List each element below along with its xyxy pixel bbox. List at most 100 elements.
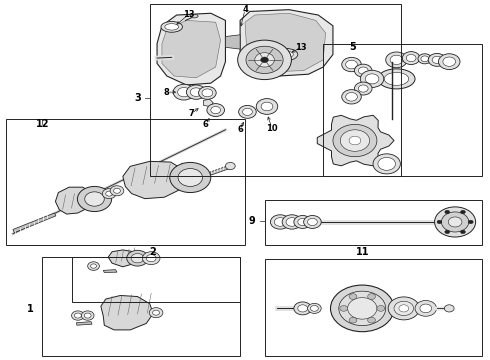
Circle shape	[386, 52, 407, 68]
Circle shape	[286, 218, 298, 226]
Circle shape	[298, 305, 308, 312]
Circle shape	[282, 215, 302, 229]
Polygon shape	[225, 35, 240, 49]
Circle shape	[461, 210, 465, 214]
Circle shape	[354, 64, 372, 77]
Circle shape	[435, 207, 476, 237]
Text: 6: 6	[237, 125, 243, 134]
Circle shape	[106, 191, 113, 196]
Circle shape	[186, 85, 206, 99]
Circle shape	[173, 84, 195, 100]
Ellipse shape	[273, 48, 298, 60]
Text: 2: 2	[149, 247, 155, 257]
Circle shape	[211, 107, 220, 114]
Circle shape	[358, 85, 368, 92]
Bar	[72, 257, 240, 302]
Bar	[5, 119, 245, 244]
Circle shape	[114, 188, 121, 193]
Ellipse shape	[278, 51, 294, 58]
Ellipse shape	[165, 24, 178, 30]
Circle shape	[349, 136, 361, 145]
Circle shape	[304, 216, 321, 228]
Circle shape	[110, 186, 124, 196]
Polygon shape	[76, 321, 92, 325]
Circle shape	[441, 212, 469, 232]
Circle shape	[428, 53, 446, 66]
Circle shape	[368, 317, 375, 323]
Circle shape	[445, 210, 450, 214]
Circle shape	[131, 253, 144, 263]
Circle shape	[170, 162, 211, 193]
Text: 3: 3	[134, 93, 141, 103]
Polygon shape	[108, 250, 137, 267]
Circle shape	[439, 54, 460, 69]
Circle shape	[256, 99, 278, 114]
Text: 6: 6	[203, 120, 209, 129]
Circle shape	[406, 54, 416, 62]
Circle shape	[238, 40, 292, 80]
Text: 8: 8	[164, 87, 170, 96]
Circle shape	[378, 157, 395, 170]
Circle shape	[261, 57, 269, 63]
Circle shape	[153, 310, 159, 315]
Polygon shape	[55, 187, 93, 214]
Polygon shape	[203, 99, 213, 107]
Polygon shape	[317, 115, 394, 166]
Text: 11: 11	[356, 247, 369, 257]
Circle shape	[127, 250, 148, 266]
Circle shape	[354, 82, 372, 95]
Text: 12: 12	[35, 120, 49, 129]
Circle shape	[402, 51, 420, 64]
Circle shape	[349, 317, 357, 323]
Polygon shape	[103, 270, 117, 273]
Circle shape	[339, 291, 386, 325]
Circle shape	[360, 70, 384, 87]
Circle shape	[340, 306, 347, 311]
Circle shape	[147, 255, 156, 262]
Circle shape	[207, 104, 224, 117]
Circle shape	[443, 57, 456, 66]
Circle shape	[91, 264, 97, 268]
Circle shape	[81, 311, 94, 320]
Circle shape	[437, 220, 442, 224]
Circle shape	[445, 230, 450, 234]
Circle shape	[239, 105, 256, 118]
Circle shape	[345, 93, 357, 101]
Bar	[265, 259, 482, 356]
Polygon shape	[123, 161, 185, 199]
Circle shape	[377, 306, 385, 311]
Circle shape	[399, 305, 409, 312]
Circle shape	[418, 54, 432, 64]
Polygon shape	[210, 165, 232, 175]
Circle shape	[274, 218, 286, 226]
Text: 13: 13	[295, 43, 307, 52]
Circle shape	[340, 130, 369, 151]
Circle shape	[84, 313, 91, 318]
Circle shape	[102, 189, 116, 199]
Text: 10: 10	[266, 123, 278, 132]
Text: 13: 13	[183, 10, 195, 19]
Circle shape	[88, 262, 99, 270]
Text: 5: 5	[349, 42, 356, 52]
Circle shape	[198, 86, 216, 99]
Circle shape	[461, 230, 465, 234]
Circle shape	[308, 303, 321, 314]
Polygon shape	[101, 296, 153, 330]
Circle shape	[415, 301, 437, 316]
Circle shape	[368, 294, 375, 300]
Circle shape	[342, 90, 361, 104]
Circle shape	[243, 108, 252, 116]
Circle shape	[77, 186, 112, 212]
Circle shape	[294, 216, 312, 228]
Circle shape	[177, 87, 190, 97]
Text: 4: 4	[242, 5, 248, 14]
Circle shape	[373, 154, 400, 174]
Circle shape	[432, 56, 442, 63]
Circle shape	[345, 60, 357, 69]
Circle shape	[365, 74, 379, 84]
Circle shape	[420, 304, 432, 313]
Circle shape	[394, 301, 414, 316]
Bar	[323, 44, 482, 176]
Circle shape	[333, 125, 377, 157]
Circle shape	[74, 313, 81, 318]
